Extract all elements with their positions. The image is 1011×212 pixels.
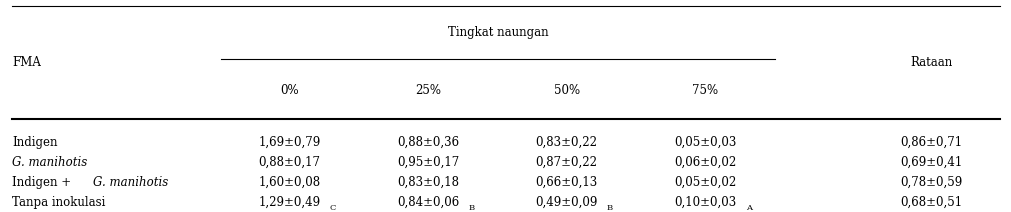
Text: 50%: 50%: [553, 84, 579, 97]
Text: 0,66±0,13: 0,66±0,13: [535, 176, 598, 189]
Text: 75%: 75%: [692, 84, 718, 97]
Text: 0,68±0,51: 0,68±0,51: [899, 196, 961, 209]
Text: 0,84±0,06: 0,84±0,06: [396, 196, 459, 209]
Text: A: A: [745, 204, 751, 212]
Text: B: B: [468, 204, 474, 212]
Text: 1,69±0,79: 1,69±0,79: [258, 135, 320, 149]
Text: 0,87±0,22: 0,87±0,22: [535, 156, 598, 169]
Text: 0%: 0%: [280, 84, 298, 97]
Text: G. manihotis: G. manihotis: [12, 156, 87, 169]
Text: 0,06±0,02: 0,06±0,02: [673, 156, 736, 169]
Text: Tingkat naungan: Tingkat naungan: [447, 26, 548, 39]
Text: 0,05±0,02: 0,05±0,02: [673, 176, 736, 189]
Text: Indigen: Indigen: [12, 135, 58, 149]
Text: 1,29±0,49: 1,29±0,49: [258, 196, 320, 209]
Text: 0,83±0,18: 0,83±0,18: [396, 176, 459, 189]
Text: Tanpa inokulasi: Tanpa inokulasi: [12, 196, 105, 209]
Text: 0,78±0,59: 0,78±0,59: [899, 176, 961, 189]
Text: Rataan: Rataan: [909, 56, 951, 69]
Text: G. manihotis: G. manihotis: [93, 176, 169, 189]
Text: 0,83±0,22: 0,83±0,22: [535, 135, 598, 149]
Text: 0,69±0,41: 0,69±0,41: [899, 156, 961, 169]
Text: FMA: FMA: [12, 56, 41, 69]
Text: B: B: [607, 204, 613, 212]
Text: 0,49±0,09: 0,49±0,09: [535, 196, 598, 209]
Text: 0,05±0,03: 0,05±0,03: [673, 135, 736, 149]
Text: 0,88±0,17: 0,88±0,17: [258, 156, 320, 169]
Text: Indigen +: Indigen +: [12, 176, 75, 189]
Text: C: C: [330, 204, 336, 212]
Text: 1,60±0,08: 1,60±0,08: [258, 176, 320, 189]
Text: 25%: 25%: [415, 84, 441, 97]
Text: 0,88±0,36: 0,88±0,36: [396, 135, 459, 149]
Text: 0,10±0,03: 0,10±0,03: [673, 196, 736, 209]
Text: 0,95±0,17: 0,95±0,17: [396, 156, 459, 169]
Text: 0,86±0,71: 0,86±0,71: [899, 135, 961, 149]
